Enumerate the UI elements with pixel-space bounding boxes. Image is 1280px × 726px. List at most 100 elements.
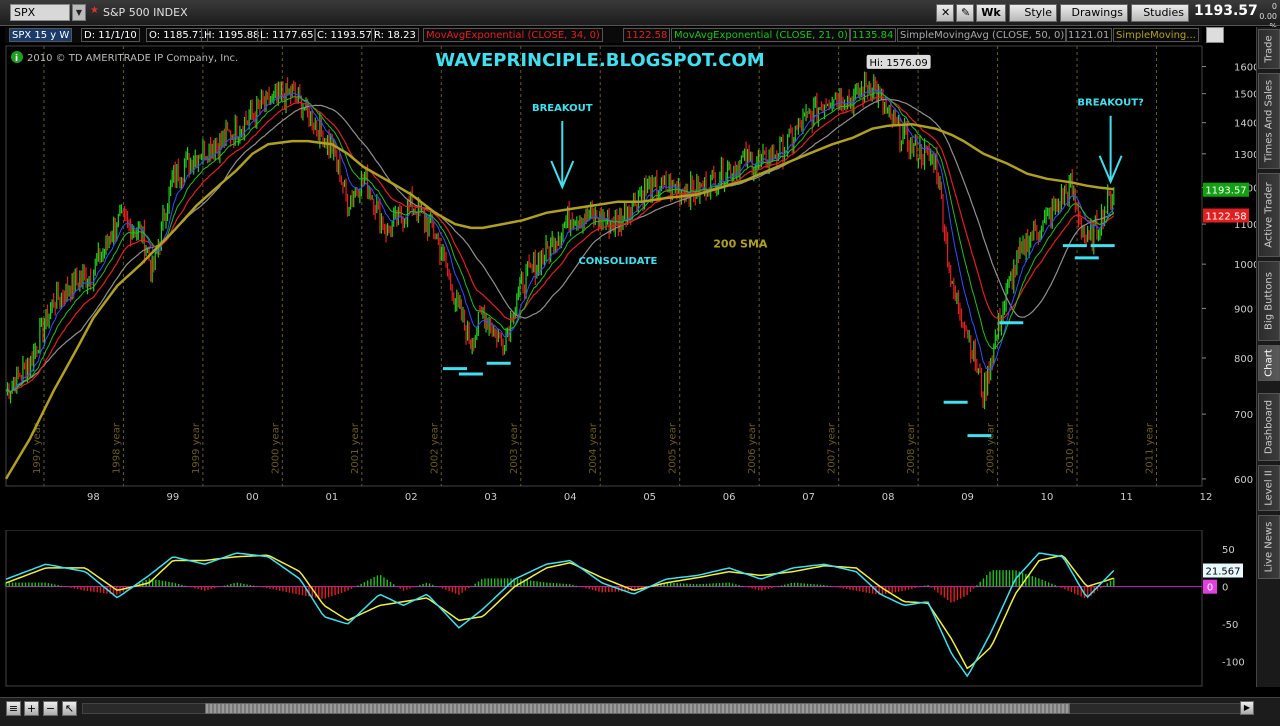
- y-tick-label: 1300: [1234, 150, 1256, 161]
- tab-chart[interactable]: Chart: [1258, 345, 1280, 381]
- studies-button[interactable]: Studies: [1131, 4, 1189, 22]
- ema34-line: [5, 96, 1115, 392]
- tab-live-news[interactable]: Live News: [1258, 515, 1280, 579]
- annotation-label: 200 SMA: [713, 238, 768, 251]
- percent-change: 0.00 %: [1259, 12, 1277, 31]
- y-tick-label: 1500: [1234, 90, 1256, 101]
- sma200-label[interactable]: SimpleMoving...: [1113, 28, 1199, 42]
- symbol-input[interactable]: SPX: [10, 4, 70, 21]
- year-marker-label: 2009 year: [986, 422, 997, 474]
- info-icon: [11, 51, 23, 63]
- x-tick-label: 04: [564, 492, 577, 503]
- x-tick-label: 06: [723, 492, 736, 503]
- y-tick-label: 700: [1234, 410, 1253, 421]
- period-button[interactable]: Wk: [976, 4, 1006, 22]
- date-readout: D: 11/1/10: [81, 28, 140, 42]
- y-tick-label: 1400: [1234, 119, 1256, 130]
- net-change: 0: [1271, 2, 1277, 11]
- macd-plot-area: [5, 530, 1203, 687]
- x-tick-label: 98: [87, 492, 100, 503]
- cursor-icon[interactable]: ↖: [62, 701, 77, 716]
- ema-price-tag: 1122.58: [1205, 212, 1246, 223]
- tab-times-and-sales[interactable]: Times And Sales: [1258, 73, 1280, 169]
- info-icon-glyph: i: [15, 54, 18, 64]
- drawings-button[interactable]: Drawings: [1060, 4, 1128, 22]
- y-tick-label: 800: [1234, 354, 1253, 365]
- hi-label-box: [866, 54, 931, 69]
- annotation-label: BREAKOUT?: [1077, 98, 1144, 109]
- drawing-tool-icon[interactable]: ✎: [956, 4, 974, 22]
- tab-level-ii[interactable]: Level II: [1258, 465, 1280, 511]
- macd-y-tick-label: -100: [1222, 658, 1245, 669]
- year-marker-label: 1999 year: [191, 422, 202, 474]
- x-tick-label: 10: [1041, 492, 1054, 503]
- last-change: 0 0.00 %: [1251, 2, 1277, 32]
- ema34-value: 1122.58: [623, 28, 671, 42]
- macd-y-tick-label: -50: [1222, 620, 1238, 631]
- price-chart: 1997 year 1998 year 1999 year 2000 year 2001…: [4, 45, 1256, 503]
- macd-chart: MACD (12, 26, 9, EMA)21.566911.293410.27…: [5, 530, 1245, 687]
- x-tick-label: 11: [1120, 492, 1133, 503]
- year-marker-label: 1997 year: [32, 422, 43, 474]
- chart-settings-icon[interactable]: [1206, 27, 1224, 43]
- star-icon[interactable]: ★: [90, 5, 99, 16]
- y-tick-label: 900: [1234, 304, 1253, 315]
- close-price-tag-box: [1203, 182, 1249, 197]
- copyright-text: 2010 © TD AMERITRADE IP Company, Inc.: [27, 53, 238, 64]
- ema34-label[interactable]: MovAvgExponential (CLOSE, 34, 0): [423, 28, 603, 42]
- x-tick-label: 07: [802, 492, 815, 503]
- sma50-label[interactable]: SimpleMovingAvg (CLOSE, 50, 0): [897, 28, 1068, 42]
- sma200-line: [4, 122, 1114, 480]
- last-price: 1193.57: [1194, 3, 1258, 19]
- tab-dashboard[interactable]: Dashboard: [1258, 393, 1280, 461]
- macd-line: [5, 552, 1115, 678]
- macd-zero-tag-box: [1203, 579, 1217, 594]
- x-tick-label: 01: [325, 492, 338, 503]
- x-tick-label: 99: [167, 492, 180, 503]
- macd-zero-tag: 0: [1207, 583, 1213, 594]
- macd-tag: 21.567: [1206, 567, 1241, 578]
- watermark-text: WAVEPRINCIPLE.BLOGSPOT.COM: [435, 50, 764, 71]
- open-readout: O: 1185.71: [146, 28, 208, 42]
- year-marker-label: 2011 year: [1145, 422, 1156, 474]
- symbol-dropdown-icon[interactable]: ▼: [72, 4, 86, 21]
- year-marker-label: 1998 year: [111, 422, 122, 474]
- zoom-out-icon[interactable]: −: [43, 701, 58, 716]
- x-tick-label: 12: [1200, 492, 1213, 503]
- year-marker-label: 2010 year: [1065, 422, 1076, 474]
- year-marker-label: 2002 year: [429, 422, 440, 474]
- crosshair-tool-icon[interactable]: ✕: [936, 4, 954, 22]
- year-marker-label: 2006 year: [747, 422, 758, 474]
- bottom-toolbar: ≡ + − ↖ ▶: [0, 697, 1280, 726]
- tab-active-trader[interactable]: Active Trader: [1258, 173, 1280, 257]
- nav-icon[interactable]: ≡: [6, 701, 21, 716]
- y-tick-label: 600: [1234, 475, 1253, 486]
- tab-big-buttons[interactable]: Big Buttons: [1258, 261, 1280, 341]
- ema21-line: [5, 92, 1115, 392]
- scroll-right-icon[interactable]: ▶: [1240, 701, 1254, 715]
- year-marker-label: 2004 year: [588, 422, 599, 474]
- symbol-tag[interactable]: SPX 15 y W: [9, 28, 73, 42]
- ema-price-tag-box: [1203, 208, 1249, 223]
- macd-y-tick-label: 50: [1222, 545, 1235, 556]
- zoom-in-icon[interactable]: +: [24, 701, 39, 716]
- low-readout: L: 1177.65: [257, 28, 317, 42]
- y-tick-label: 1100: [1234, 220, 1256, 231]
- x-tick-label: 02: [405, 492, 418, 503]
- hi-label: Hi: 1576.09: [870, 58, 928, 69]
- high-readout: H: 1195.88: [201, 28, 263, 42]
- plot-area: [5, 45, 1203, 487]
- macd-tag-box: [1203, 563, 1243, 578]
- ema21-value: 1135.84: [849, 28, 897, 42]
- scrollbar-thumb[interactable]: [205, 703, 1070, 714]
- x-tick-label: 00: [246, 492, 259, 503]
- index-name: S&P 500 INDEX: [103, 6, 188, 19]
- style-button[interactable]: Style: [1009, 4, 1057, 22]
- macd-y-tick-label: 0: [1222, 583, 1228, 594]
- annotation-label: CONSOLIDATE: [578, 256, 657, 267]
- side-tabs: Trade Times And Sales Active Trader Big …: [1256, 27, 1280, 687]
- tab-trade[interactable]: Trade: [1258, 29, 1280, 69]
- x-tick-label: 08: [882, 492, 895, 503]
- ema21-label[interactable]: MovAvgExponential (CLOSE, 21, 0): [671, 28, 851, 42]
